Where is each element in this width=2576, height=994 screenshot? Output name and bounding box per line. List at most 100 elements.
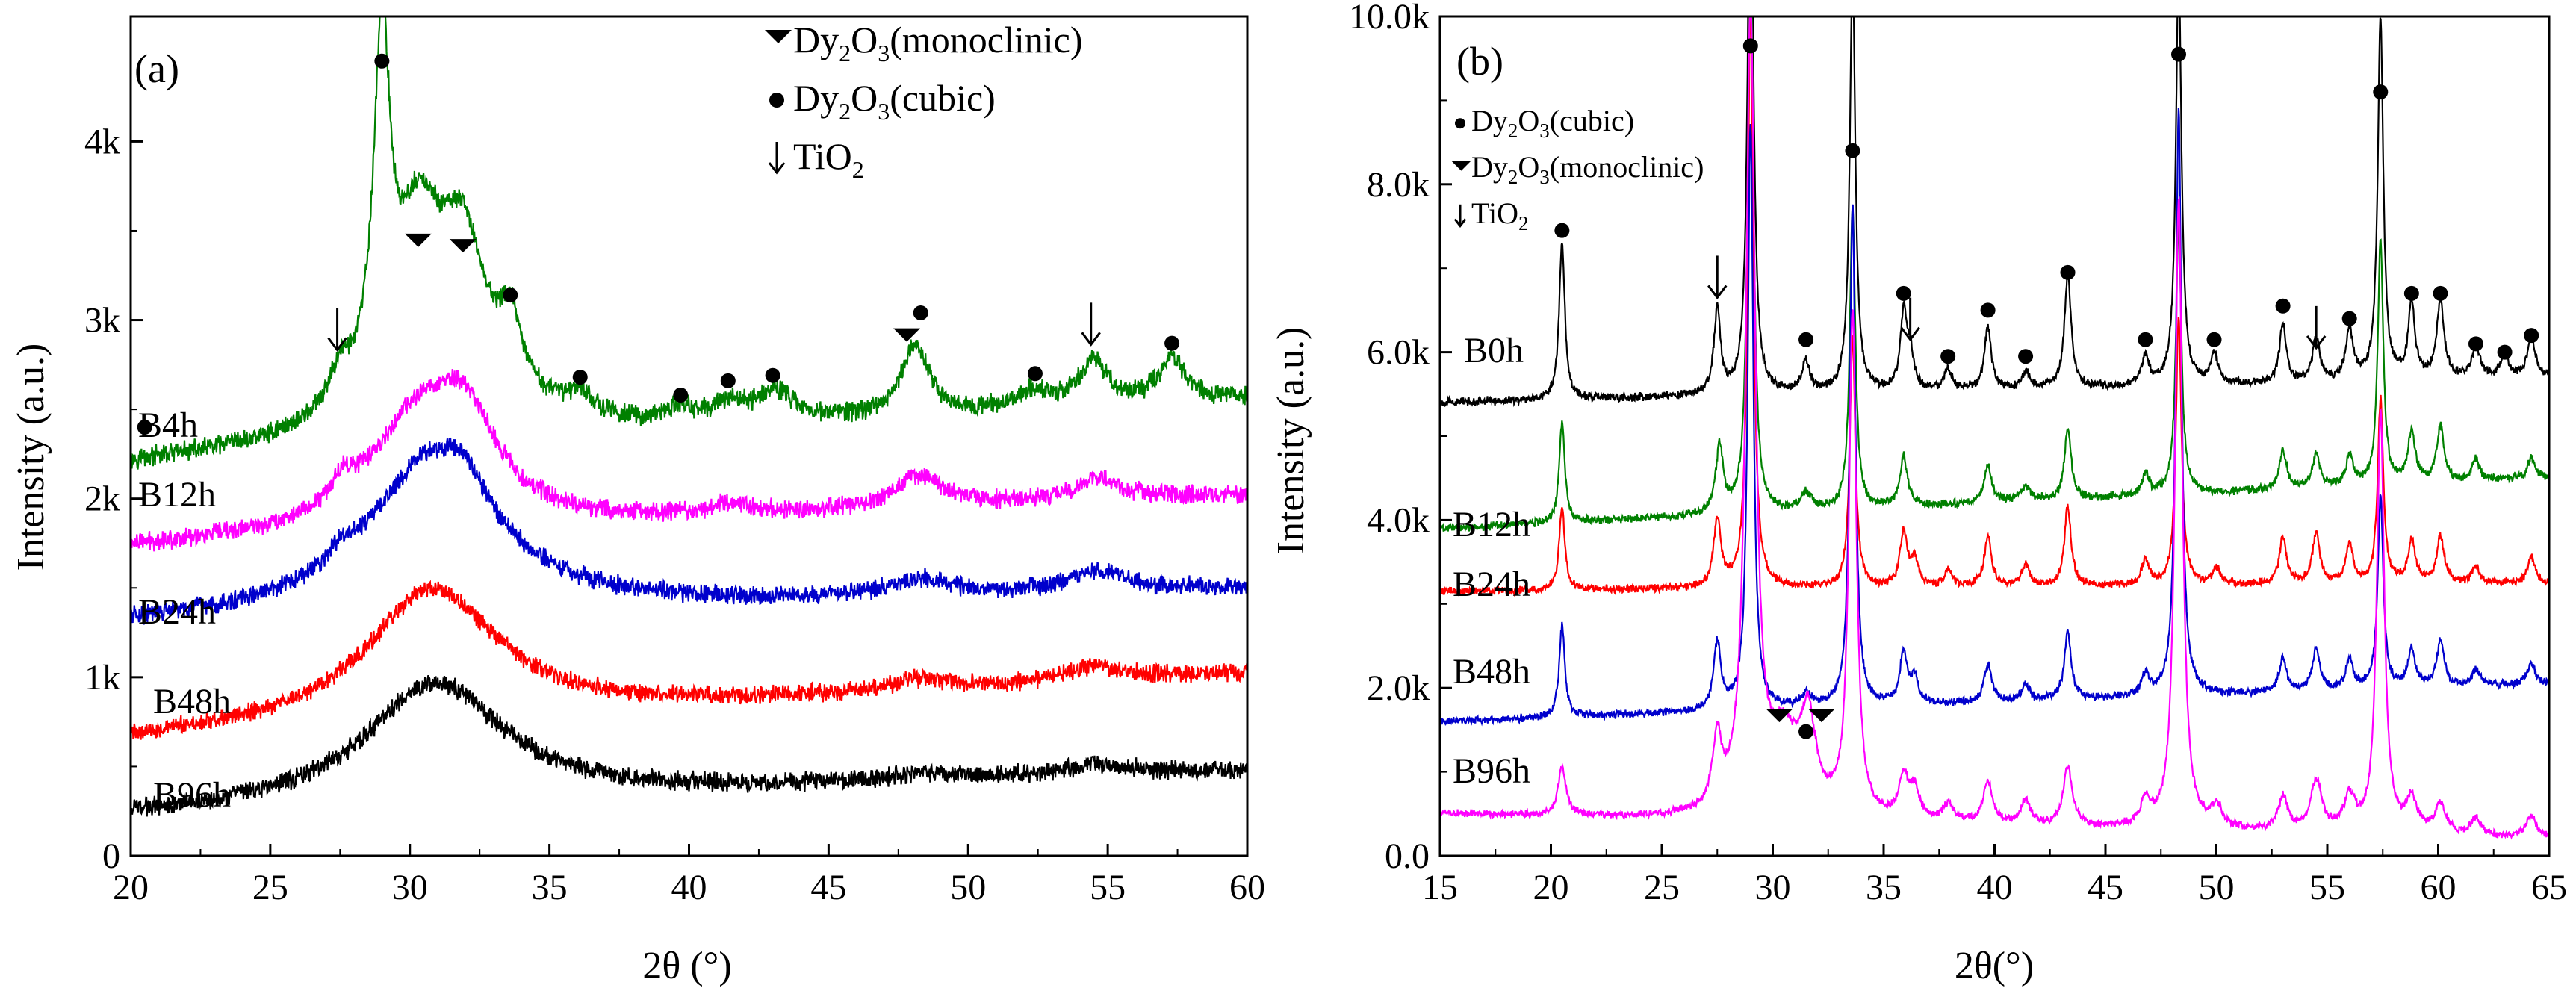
panel-a-curve-labels: B4h B12h B24h B48h B96h	[138, 406, 231, 815]
series-line-B12h	[1440, 16, 2549, 532]
monoclinic-phase-marker	[449, 239, 477, 253]
y-tick-label: 4k	[84, 122, 120, 161]
curve-label-B48h: B48h	[1453, 652, 1530, 692]
cubic-phase-marker	[2433, 285, 2448, 301]
tio2-arrow-marker	[2306, 305, 2327, 350]
panel-b-xlabel: 2θ(°)	[1955, 945, 2034, 987]
panel-a-xlabel: 2θ (°)	[642, 945, 731, 987]
curve-label-B12h: B12h	[1453, 505, 1530, 544]
x-tick-label: 45	[810, 868, 846, 907]
legend-label: TiO2	[793, 135, 864, 183]
panel-b-curve-labels: B0h B12h B24h B48h B96h	[1453, 331, 1530, 791]
cubic-phase-marker	[2341, 311, 2357, 326]
series-line-B24h	[131, 437, 1247, 625]
cubic-phase-marker	[2524, 328, 2539, 344]
monoclinic-phase-marker	[893, 328, 921, 342]
cubic-phase-marker	[137, 420, 152, 435]
x-tick-label: 65	[2531, 868, 2567, 907]
cubic-phase-marker	[1742, 38, 1758, 54]
tio2-arrow-marker	[1707, 255, 1728, 299]
x-tick-label: 55	[2309, 868, 2345, 907]
cubic-phase-marker	[1798, 724, 1814, 739]
cubic-phase-marker	[2403, 285, 2419, 301]
legend-label: Dy2O3(cubic)	[793, 77, 996, 125]
series-line-B96h	[1440, 16, 2549, 840]
y-tick-label: 8.0k	[1367, 165, 1430, 205]
curve-label-B96h: B96h	[153, 775, 231, 815]
x-tick-label: 35	[532, 868, 568, 907]
series-line-B24h	[1440, 16, 2549, 597]
y-tick-label: 3k	[84, 301, 120, 341]
x-tick-label: 20	[1533, 868, 1569, 907]
curve-label-B12h: B12h	[138, 475, 216, 515]
legend-label: Dy2O3(monoclinic)	[1471, 150, 1704, 188]
cubic-phase-marker	[503, 288, 518, 303]
x-tick-label: 25	[252, 868, 288, 907]
x-tick-label: 35	[1866, 868, 1902, 907]
legend-marker-circle	[1455, 118, 1465, 129]
y-tick-label: 0	[102, 836, 120, 876]
cubic-phase-marker	[1845, 143, 1860, 158]
cubic-phase-marker	[913, 305, 928, 320]
panel-b-letter: (b)	[1456, 39, 1503, 84]
panel-b-ylabel: Intensity (a.u.)	[1270, 327, 1312, 555]
legend-marker-arrow-down	[1453, 204, 1467, 228]
y-tick-label: 0.0	[1385, 836, 1430, 876]
series-line-B48h	[131, 580, 1247, 740]
cubic-phase-marker	[2468, 336, 2483, 352]
y-tick-label: 10.0k	[1349, 0, 1430, 37]
cubic-phase-marker	[2138, 332, 2153, 347]
panel-a-letter: (a)	[134, 46, 179, 91]
cubic-phase-marker	[374, 53, 390, 69]
panel-a-legend: Dy2O3(monoclinic) Dy2O3(cubic) TiO2	[765, 19, 1082, 183]
cubic-phase-marker	[1798, 332, 1814, 347]
series-line-B0h	[1440, 16, 2549, 408]
monoclinic-phase-marker	[1807, 709, 1835, 723]
cubic-phase-marker	[2018, 349, 2034, 364]
cubic-phase-marker	[2373, 84, 2389, 100]
curve-label-B24h: B24h	[1453, 565, 1530, 604]
x-tick-label: 25	[1644, 868, 1680, 907]
cubic-phase-marker	[765, 367, 780, 383]
plot-frame	[129, 15, 1249, 857]
x-tick-label: 55	[1090, 868, 1126, 907]
legend-marker-triangle-down	[1451, 161, 1471, 171]
x-tick-label: 50	[2199, 868, 2235, 907]
curve-label-B48h: B48h	[153, 682, 231, 721]
monoclinic-phase-marker	[1766, 709, 1793, 723]
legend-marker-circle	[769, 93, 784, 108]
legend-label: TiO2	[1471, 196, 1529, 234]
x-tick-label: 20	[113, 868, 149, 907]
legend-label: Dy2O3(monoclinic)	[793, 19, 1082, 66]
series-line-B12h	[131, 368, 1247, 552]
cubic-phase-marker	[1027, 366, 1043, 382]
cubic-phase-marker	[1896, 285, 1911, 301]
monoclinic-phase-marker	[404, 233, 432, 247]
curve-label-B4h: B4h	[138, 406, 198, 445]
panel-b: 15 20 25 30 35 40 45 50 55 60 65 0.0 2.0k 4.0k 6.0k 8.0…	[1270, 0, 2567, 987]
cubic-phase-marker	[1164, 335, 1180, 351]
y-tick-label: 4.0k	[1367, 500, 1430, 540]
panel-a-ylabel: Intensity (a.u.)	[10, 344, 52, 571]
panel-a-markers	[137, 53, 1180, 435]
x-tick-label: 15	[1422, 868, 1458, 907]
panel-a-axes: 20 25 30 35 40 45 50 55 60 0 1k 2k 3k 4k	[84, 15, 1265, 907]
panel-b-legend: Dy2O3(cubic) Dy2O3(monoclinic) TiO2	[1451, 104, 1704, 234]
x-tick-label: 40	[1977, 868, 2013, 907]
panel-b-curves	[1440, 16, 2549, 840]
cubic-phase-marker	[1980, 302, 1996, 318]
y-tick-label: 2k	[84, 479, 120, 519]
y-tick-label: 6.0k	[1367, 333, 1430, 373]
x-tick-label: 50	[950, 868, 986, 907]
x-tick-label: 60	[2421, 868, 2456, 907]
x-tick-label: 45	[2088, 868, 2123, 907]
cubic-phase-marker	[673, 387, 689, 403]
tio2-arrow-marker	[1081, 302, 1101, 347]
cubic-phase-marker	[572, 370, 588, 385]
curve-label-B0h: B0h	[1464, 331, 1524, 370]
cubic-phase-marker	[2206, 332, 2222, 347]
panel-b-markers	[1554, 38, 2539, 739]
cubic-phase-marker	[2060, 264, 2076, 280]
